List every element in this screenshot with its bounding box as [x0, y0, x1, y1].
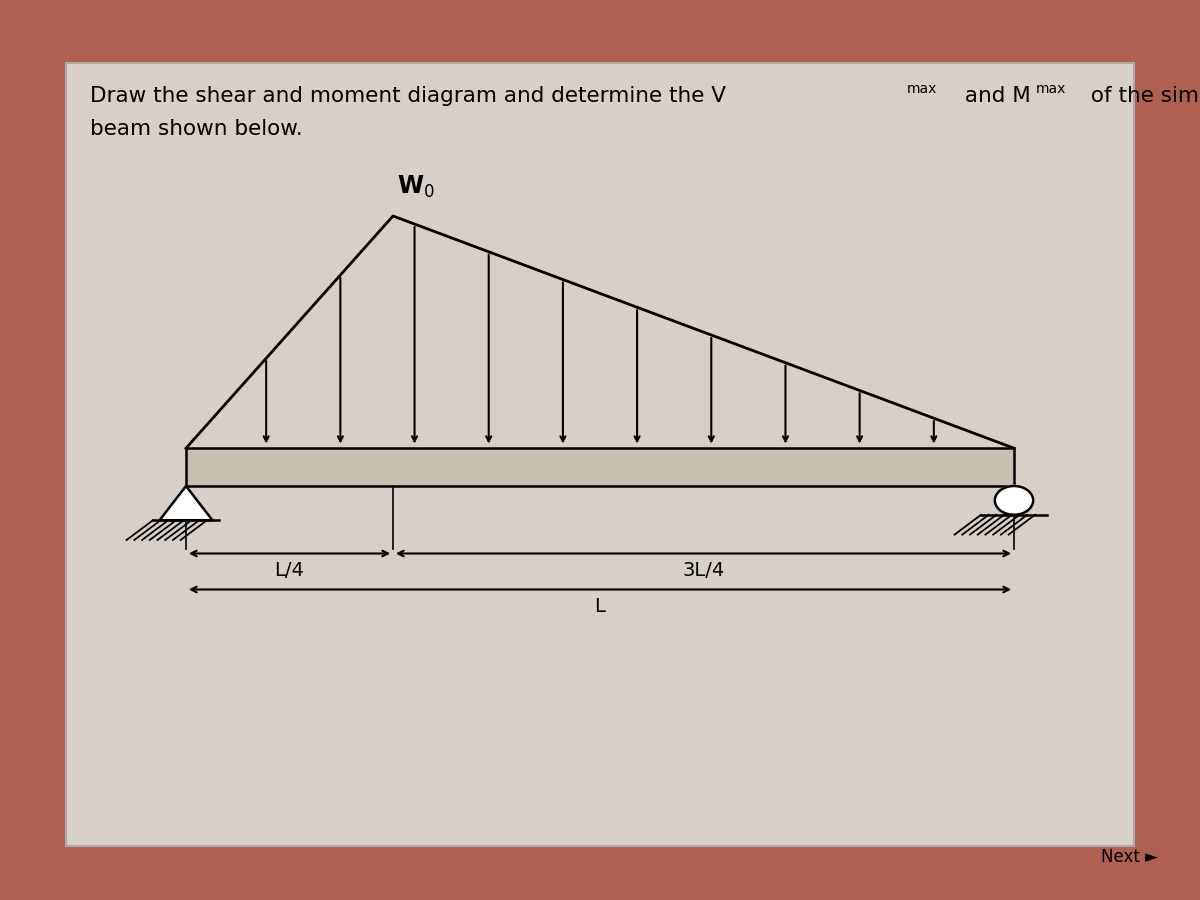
Bar	[186, 448, 1014, 486]
Text: L: L	[594, 597, 606, 616]
Text: W$_0$: W$_0$	[396, 174, 434, 200]
Text: of the simple: of the simple	[1084, 86, 1200, 105]
Text: 3L/4: 3L/4	[683, 561, 725, 580]
Text: and M: and M	[958, 86, 1031, 105]
Text: max: max	[1036, 82, 1066, 96]
Text: max: max	[907, 82, 937, 96]
Polygon shape	[160, 486, 212, 520]
Circle shape	[995, 486, 1033, 515]
FancyBboxPatch shape	[66, 63, 1134, 846]
Text: beam shown below.: beam shown below.	[90, 119, 302, 139]
Text: L/4: L/4	[275, 561, 305, 580]
Text: Next ►: Next ►	[1102, 848, 1158, 866]
Text: Draw the shear and moment diagram and determine the V: Draw the shear and moment diagram and de…	[90, 86, 726, 105]
